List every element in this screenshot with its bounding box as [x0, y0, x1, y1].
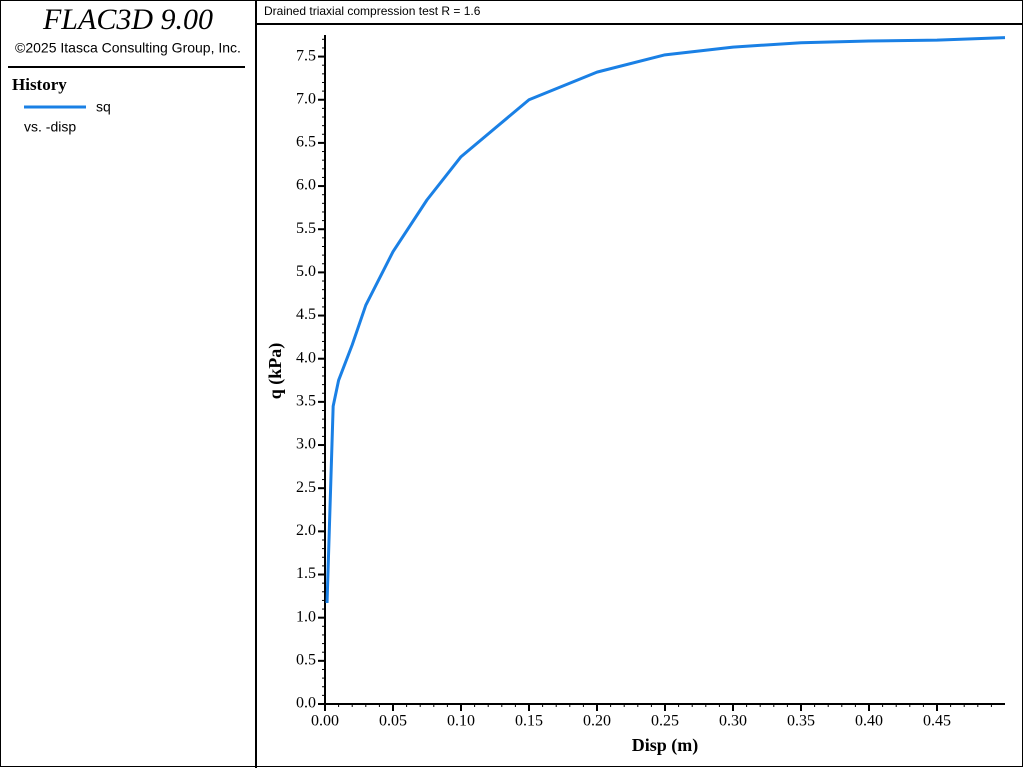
y-tick-label: 4.0	[296, 349, 316, 366]
chart-title: Drained triaxial compression test R = 1.…	[264, 4, 481, 18]
x-tick-label: 0.40	[855, 713, 883, 730]
y-tick-label: 2.5	[296, 479, 316, 496]
y-tick-label: 7.0	[296, 90, 316, 107]
x-tick-label: 0.35	[787, 713, 815, 730]
data-line	[325, 36, 1006, 604]
product-title: FLAC3D 9.00	[42, 3, 213, 36]
x-tick-label: 0.05	[379, 713, 407, 730]
y-tick-label: 0.0	[296, 695, 316, 712]
y-tick-label: 2.0	[296, 522, 316, 539]
x-tick-label: 0.10	[447, 713, 475, 730]
x-axis-label: Disp (m)	[632, 735, 699, 756]
copyright: ©2025 Itasca Consulting Group, Inc.	[15, 40, 241, 56]
y-tick-label: 4.5	[296, 306, 316, 323]
y-tick-label: 7.5	[296, 47, 316, 64]
y-tick-label: 3.5	[296, 393, 316, 410]
y-tick-label: 6.5	[296, 134, 316, 151]
legend-label: sq	[96, 99, 111, 115]
legend-against: vs. -disp	[24, 119, 76, 135]
x-tick-label: 0.45	[923, 713, 951, 730]
x-tick-label: 0.30	[719, 713, 747, 730]
y-tick-label: 5.0	[296, 263, 316, 280]
y-tick-label: 1.5	[296, 565, 316, 582]
y-tick-label: 3.0	[296, 436, 316, 453]
legend-heading: History	[12, 75, 67, 94]
y-tick-label: 0.5	[296, 652, 316, 669]
y-tick-label: 1.0	[296, 608, 316, 625]
x-tick-label: 0.20	[583, 713, 611, 730]
y-tick-label: 5.5	[296, 220, 316, 237]
x-tick-label: 0.25	[651, 713, 679, 730]
x-tick-label: 0.00	[311, 713, 339, 730]
x-tick-label: 0.15	[515, 713, 543, 730]
y-axis-label: q (kPa)	[265, 343, 286, 400]
y-tick-label: 6.0	[296, 177, 316, 194]
